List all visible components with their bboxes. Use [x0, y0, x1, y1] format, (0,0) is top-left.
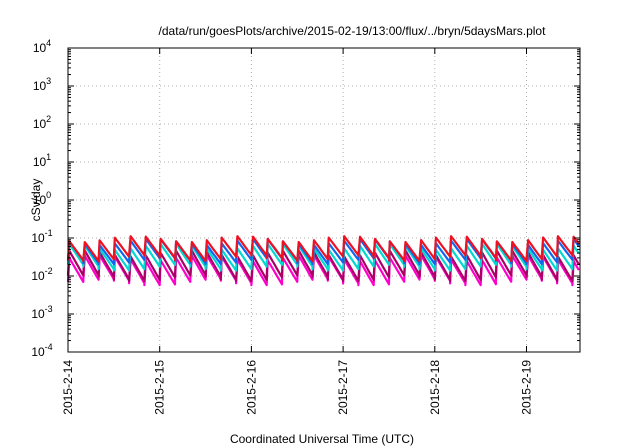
- y-tick-label: 10-1: [31, 228, 52, 245]
- series-line: [66, 254, 580, 287]
- series-line: [66, 242, 580, 272]
- x-tick-label: 2015-2-18: [428, 360, 442, 415]
- y-axis-title: cSv/day: [29, 179, 43, 222]
- y-tick-label: 104: [33, 38, 51, 55]
- x-axis: 2015-2-14 2015-2-15 2015-2-16 2015-2-17 2015…: [61, 48, 534, 415]
- y-tick-label: 102: [33, 114, 51, 131]
- series-line: [66, 249, 580, 283]
- x-axis-title: Coordinated Universal Time (UTC): [230, 432, 414, 446]
- y-tick-label: 10-2: [31, 266, 52, 283]
- x-tick-label: 2015-2-16: [244, 360, 258, 415]
- series-line: [66, 235, 580, 263]
- y-tick-label: 10-3: [31, 304, 52, 321]
- x-tick-label: 2015-2-14: [61, 360, 75, 415]
- x-tick-label: 2015-2-19: [520, 360, 534, 415]
- y-tick-label: 101: [33, 152, 51, 169]
- series-group: [66, 235, 580, 287]
- y-tick-label: 10-4: [31, 342, 52, 359]
- chart-title: /data/run/goesPlots/archive/2015-02-19/1…: [159, 24, 547, 38]
- grid: [68, 48, 580, 352]
- y-tick-label: 103: [33, 76, 51, 93]
- x-tick-label: 2015-2-17: [336, 360, 350, 415]
- x-tick-label: 2015-2-15: [153, 360, 167, 415]
